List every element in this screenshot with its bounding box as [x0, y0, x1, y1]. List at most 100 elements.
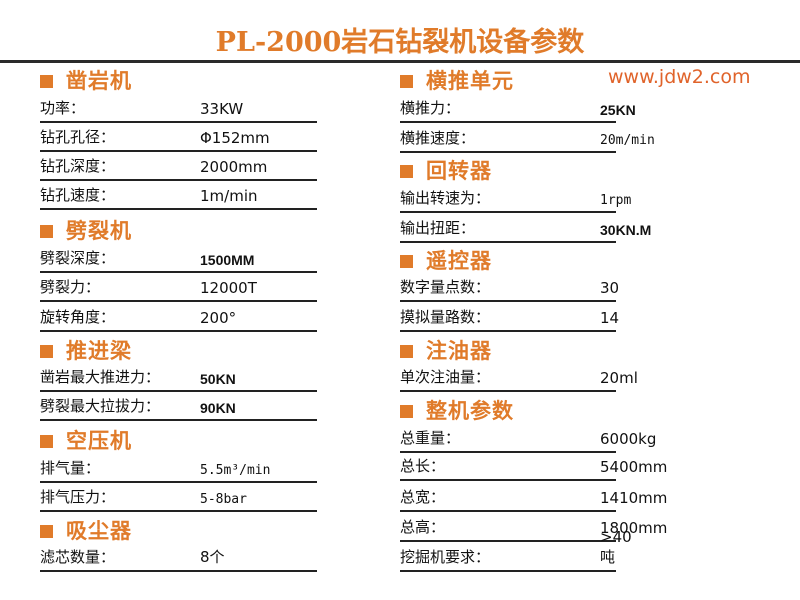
spec-value: 12000T [200, 279, 257, 297]
section-header: 凿岩机 [40, 65, 132, 95]
bullet-square-icon [40, 74, 53, 88]
spec-label: 单次注油量： [400, 368, 491, 386]
spec-value: 25KN [600, 102, 636, 118]
bullet-square-icon [40, 434, 53, 448]
section-header: 注油器 [400, 335, 492, 365]
spec-row: 钻孔孔径： Φ152mm [40, 124, 317, 152]
section-title: 推进梁 [66, 339, 132, 363]
title-divider [0, 60, 800, 63]
spec-label: 排气量： [40, 459, 101, 477]
spec-label: 总重量： [400, 429, 461, 447]
spec-value: 5.5m³/min [200, 463, 271, 478]
spec-value: 5400mm [600, 458, 668, 476]
section-header: 回转器 [400, 155, 492, 185]
spec-label: 劈裂力： [40, 278, 101, 296]
bullet-square-icon [40, 344, 53, 358]
section-title: 凿岩机 [66, 69, 132, 93]
spec-row: 摸拟量路数： 14 [400, 304, 620, 332]
spec-label: 输出扭距： [400, 219, 476, 237]
spec-row: 功率： 33KW [40, 95, 317, 123]
spec-value: 33KW [200, 100, 244, 118]
spec-value: 1500MM [200, 252, 255, 268]
spec-row: 单次注油量： 20ml [400, 364, 638, 392]
section-title: 吸尘器 [66, 519, 132, 543]
spec-value: >40吨 [600, 528, 632, 566]
section-header: 横推单元 [400, 65, 514, 95]
section-title: 回转器 [426, 159, 492, 183]
section-header: 推进梁 [40, 335, 132, 365]
section-header: 遥控器 [400, 245, 492, 275]
spec-value: 20ml [600, 369, 638, 387]
spec-label: 数字量点数： [400, 278, 491, 296]
spec-value: 14 [600, 309, 620, 327]
spec-value: 1m/min [200, 187, 258, 205]
spec-value: 2000mm [200, 158, 268, 176]
section-title: 注油器 [426, 339, 492, 363]
page-title: PL-2000岩石钻裂机设备参数 [215, 27, 585, 58]
spec-row: 排气压力： 5-8bar [40, 484, 317, 512]
spec-row: 钻孔速度： 1m/min [40, 182, 317, 210]
spec-row: 劈裂力： 12000T [40, 274, 317, 302]
spec-value: 30KN.M [600, 222, 652, 238]
spec-row: 凿岩最大推进力： 50KN [40, 364, 317, 392]
spec-label: 摸拟量路数： [400, 308, 491, 326]
spec-value: 90KN [200, 400, 236, 416]
spec-label: 滤芯数量： [40, 548, 116, 566]
spec-row: 总高： 1800mm [400, 514, 667, 542]
spec-value: Φ152mm [200, 129, 270, 147]
spec-label: 钻孔深度： [40, 157, 116, 175]
spec-value: 1410mm [600, 489, 668, 507]
watermark-url: www.jdw2.com [608, 66, 751, 88]
spec-value: 50KN [200, 371, 236, 387]
spec-row: 旋转角度： 200° [40, 304, 317, 332]
spec-label: 挖掘机要求： [400, 548, 491, 566]
bullet-square-icon [400, 164, 413, 178]
spec-row: 输出扭距： 30KN.M [400, 215, 651, 243]
bullet-square-icon [400, 254, 413, 268]
spec-value: 1800mm [600, 519, 668, 537]
spec-label: 钻孔孔径： [40, 128, 116, 146]
spec-row: 劈裂深度： 1500MM [40, 245, 317, 273]
spec-row: 滤芯数量： 8个 [40, 544, 317, 572]
section-header: 劈裂机 [40, 215, 132, 245]
spec-label: 横推速度： [400, 129, 476, 147]
spec-label: 总高： [400, 518, 446, 536]
spec-label: 输出转速为： [400, 189, 491, 207]
spec-label: 旋转角度： [40, 308, 116, 326]
spec-value: 1rpm [600, 193, 632, 208]
spec-label: 排气压力： [40, 488, 116, 506]
spec-row: 横推速度： 20m/min [400, 125, 655, 153]
section-title: 遥控器 [426, 249, 492, 273]
spec-label: 劈裂最大拉拔力： [40, 397, 161, 415]
section-header: 整机参数 [400, 395, 514, 425]
section-title: 整机参数 [426, 399, 514, 423]
spec-row: 挖掘机要求： >40吨 [400, 528, 632, 572]
bullet-square-icon [40, 224, 53, 238]
spec-row: 数字量点数： 30 [400, 274, 620, 302]
spec-row: 总宽： 1410mm [400, 484, 667, 512]
spec-label: 总宽： [400, 488, 446, 506]
spec-label: 总长： [400, 457, 446, 475]
bullet-square-icon [40, 524, 53, 538]
spec-value: 5-8bar [200, 492, 247, 507]
spec-value: 30 [600, 279, 620, 297]
section-title: 空压机 [66, 429, 132, 453]
spec-label: 钻孔速度： [40, 186, 116, 204]
spec-row: 劈裂最大拉拔力： 90KN [40, 393, 317, 421]
bullet-square-icon [400, 74, 413, 88]
section-header: 吸尘器 [40, 515, 132, 545]
spec-label: 横推力： [400, 99, 461, 117]
spec-row: 输出转速为： 1rpm [400, 185, 631, 213]
spec-value: 20m/min [600, 133, 655, 148]
spec-row: 总重量： 6000kg [400, 425, 656, 453]
spec-label: 劈裂深度： [40, 249, 116, 267]
spec-row: 横推力： 25KN [400, 95, 636, 123]
spec-row: 钻孔深度： 2000mm [40, 153, 317, 181]
spec-label: 功率： [40, 99, 86, 117]
spec-value: 200° [200, 309, 237, 327]
spec-row: 总长： 5400mm [400, 453, 667, 481]
section-title: 劈裂机 [66, 219, 132, 243]
section-title: 横推单元 [426, 69, 514, 93]
spec-value: 6000kg [600, 430, 657, 448]
bullet-square-icon [400, 404, 413, 418]
